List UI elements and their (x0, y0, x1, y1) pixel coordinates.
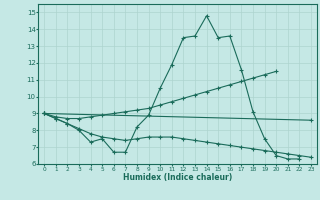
X-axis label: Humidex (Indice chaleur): Humidex (Indice chaleur) (123, 173, 232, 182)
